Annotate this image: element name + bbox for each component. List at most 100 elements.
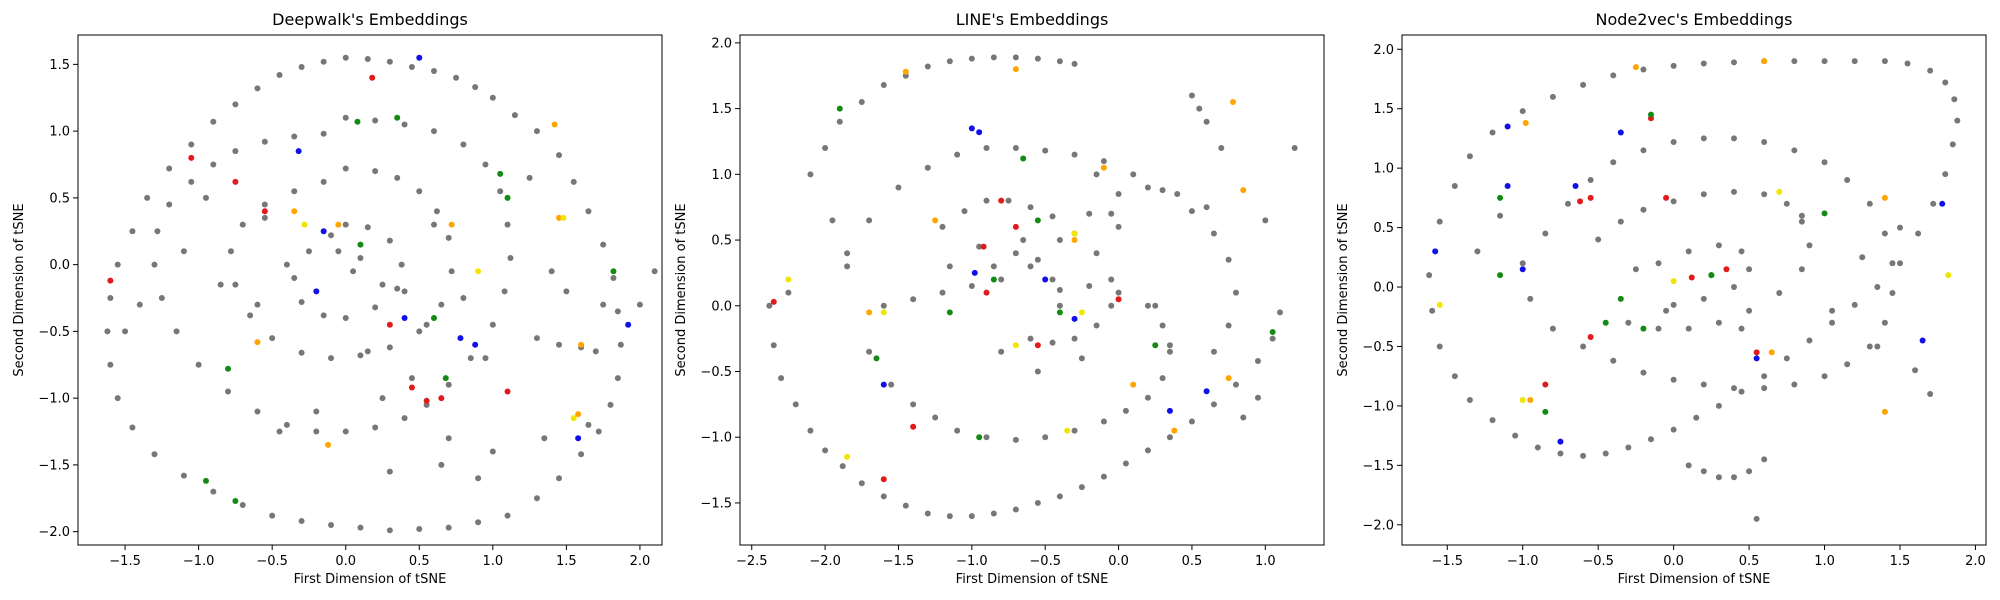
scatter-point-grey: [636, 301, 643, 308]
y-tick-label: 1.0: [49, 125, 70, 140]
scatter-point-grey: [1761, 385, 1768, 392]
scatter-point-grey: [1640, 66, 1647, 73]
scatter-point-yellow: [1071, 230, 1078, 237]
scatter-point-grey: [1730, 59, 1737, 66]
scatter-point-grey: [328, 521, 335, 528]
scatter-point-red: [1577, 198, 1584, 205]
scatter-point-grey: [1012, 54, 1019, 61]
chart-title: LINE's Embeddings: [956, 10, 1109, 29]
scatter-point-grey: [1670, 376, 1677, 383]
scatter-point-grey: [151, 451, 158, 458]
scatter-point-grey: [541, 435, 548, 442]
scatter-point-grey: [1783, 355, 1790, 362]
scatter-point-grey: [983, 197, 990, 204]
scatter-point-blue: [880, 381, 887, 388]
scatter-point-grey: [1927, 67, 1934, 74]
scatter-point-grey: [1874, 343, 1881, 350]
x-axis-label: First Dimension of tSNE: [956, 572, 1109, 587]
scatter-point-grey: [1100, 473, 1107, 480]
scatter-point-red: [504, 388, 511, 395]
scatter-point-orange: [1768, 349, 1775, 356]
scatter-point-grey: [1086, 210, 1093, 217]
scatter-point-grey: [276, 72, 283, 79]
scatter-point-yellow: [880, 309, 887, 316]
scatter-point-grey: [924, 63, 931, 70]
scatter-point-grey: [1564, 200, 1571, 207]
scatter-point-green: [232, 497, 239, 504]
scatter-point-green: [1821, 210, 1828, 217]
scatter-point-grey: [556, 475, 563, 482]
scatter-point-grey: [1640, 206, 1647, 213]
scatter-point-grey: [968, 283, 975, 290]
y-tick-label: −2.0: [38, 525, 70, 540]
scatter-point-grey: [1693, 414, 1700, 421]
scatter-point-grey: [924, 164, 931, 171]
scatter-point-blue: [625, 321, 632, 328]
scatter-point-grey: [1730, 385, 1737, 392]
scatter-point-grey: [320, 312, 327, 319]
scatter-point-orange: [556, 214, 563, 221]
scatter-panel-3: −1.5 −1.0 −0.5 0.0 0.5 1.0 1.5 2.0 −2.0 −1.5 −1.0 −…: [1336, 10, 1987, 587]
scatter-point-grey: [1632, 266, 1639, 273]
scatter-point-grey: [1020, 237, 1027, 244]
scatter-point-green: [836, 105, 843, 112]
y-tick-label: 0.0: [1373, 281, 1394, 296]
y-tick-label: −0.5: [38, 325, 70, 340]
scatter-point-grey: [489, 94, 496, 101]
scatter-point-grey: [475, 519, 482, 526]
scatter-point-grey: [1844, 361, 1851, 368]
scatter-point-grey: [1640, 369, 1647, 376]
scatter-point-grey: [1647, 436, 1654, 443]
scatter-point-grey: [1927, 391, 1934, 398]
scatter-point-grey: [1738, 325, 1745, 332]
scatter-point-grey: [342, 428, 349, 435]
scatter-point-grey: [408, 375, 415, 382]
scatter-point-grey: [298, 517, 305, 524]
scatter-point-grey: [438, 461, 445, 468]
scatter-point-grey: [1188, 208, 1195, 215]
scatter-point-grey: [475, 475, 482, 482]
scatter-point-grey: [1240, 414, 1247, 421]
scatter-point-grey: [785, 289, 792, 296]
scatter-point-grey: [291, 274, 298, 281]
scatter-point-grey: [398, 261, 405, 268]
y-tick-label: 1.5: [711, 102, 732, 117]
scatter-point-red: [998, 197, 1005, 204]
scatter-point-blue: [1166, 407, 1173, 414]
scatter-point-grey: [1610, 159, 1617, 166]
scatter-point-yellow: [1012, 342, 1019, 349]
scatter-point-grey: [298, 299, 305, 306]
scatter-point-grey: [607, 401, 614, 408]
x-tick-label: 0.0: [335, 554, 356, 569]
scatter-point-grey: [1700, 135, 1707, 142]
scatter-point-red: [1688, 274, 1695, 281]
y-tick-label: −1.5: [1362, 459, 1394, 474]
scatter-point-grey: [239, 501, 246, 508]
scatter-point-grey: [1086, 283, 1093, 290]
scatter-point-grey: [839, 463, 846, 470]
scatter-point-grey: [1034, 256, 1041, 263]
scatter-point-grey: [364, 56, 371, 63]
scatter-point-green: [1647, 111, 1654, 118]
x-axis-label: First Dimension of tSNE: [1618, 572, 1771, 587]
scatter-point-grey: [1159, 187, 1166, 194]
scatter-point-grey: [1436, 343, 1443, 350]
scatter-point-orange: [1012, 66, 1019, 73]
scatter-point-red: [910, 423, 917, 430]
scatter-point-grey: [232, 281, 239, 288]
scatter-point-green: [394, 114, 401, 121]
scatter-point-grey: [372, 117, 379, 124]
scatter-point-red: [980, 243, 987, 250]
scatter-point-grey: [1005, 197, 1012, 204]
scatter-point-grey: [1670, 138, 1677, 145]
scatter-point-grey: [1130, 171, 1137, 178]
scatter-point-yellow: [1945, 272, 1952, 279]
scatter-point-grey: [357, 254, 364, 261]
scatter-point-grey: [924, 510, 931, 517]
y-tick-label: −0.5: [1362, 340, 1394, 355]
scatter-point-grey: [822, 447, 829, 454]
scatter-point-grey: [1829, 307, 1836, 314]
scatter-point-grey: [1519, 260, 1526, 267]
scatter-point-orange: [1632, 64, 1639, 71]
scatter-point-grey: [1866, 200, 1873, 207]
